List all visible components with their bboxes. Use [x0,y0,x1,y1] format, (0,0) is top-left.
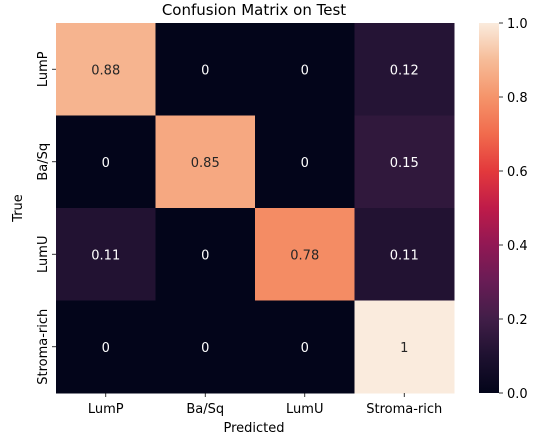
y-axis-ticks: LumP Ba/Sq LumU Stroma-rich [36,51,56,385]
x-tick-label: Stroma-rich [366,402,442,417]
heatmap-cell-value: 0 [201,248,209,263]
y-tick-label: LumU [36,236,51,273]
heatmap-cell-value: 0.11 [390,248,419,263]
x-axis-ticks: LumP Ba/Sq LumU Stroma-rich [88,393,442,417]
colorbar [479,23,499,393]
heatmap-cell [354,208,455,301]
colorbar-tick-label: 0.4 [507,239,528,254]
heatmap-cell-value: 0 [102,341,110,356]
heatmap-cell [155,23,256,116]
x-tick-label: LumP [88,402,124,417]
y-tick-label: Stroma-rich [36,309,51,385]
x-tick-label: LumU [286,402,323,417]
heatmap-cell-value: 0.88 [91,63,120,78]
heatmap-cell [255,300,355,394]
colorbar-tick-label: 0.6 [507,165,528,180]
heatmap-cell [56,300,156,394]
chart-title: Confusion Matrix on Test [162,1,346,19]
y-tick-label: LumP [36,51,51,87]
heatmap-cell [56,23,156,116]
heatmap-cell [155,208,256,301]
colorbar-tick-label: 0.8 [507,91,528,106]
colorbar-ticks: 0.0 0.2 0.4 0.6 0.8 1.0 [499,17,528,402]
heatmap-cell-value: 0.15 [390,156,419,171]
heatmap-cell [255,115,355,209]
heatmap-cell [155,300,256,394]
heatmap-cells [56,23,455,394]
heatmap-cell-value: 1 [400,341,408,356]
heatmap-cell [56,208,156,301]
heatmap-cell [354,300,455,394]
colorbar-tick-label: 1.0 [507,17,528,32]
heatmap-cell [354,23,455,116]
heatmap-cell-value: 0.11 [91,248,120,263]
heatmap-cell [255,208,355,301]
x-tick-label: Ba/Sq [186,402,224,417]
heatmap-cell-labels: 0.88 0 0 0.12 0 0.85 0 0.15 0.11 0 0.78 0.11 0 0 0 1 [91,63,418,356]
heatmap-cell-value: 0 [301,156,309,171]
heatmap-cell-value: 0.78 [290,248,319,263]
colorbar-tick-label: 0.2 [507,313,528,328]
heatmap-cell-value: 0.85 [191,156,220,171]
heatmap-cell [155,115,256,209]
heatmap-cell [354,115,455,209]
heatmap-cell-value: 0 [201,341,209,356]
heatmap-cell-value: 0 [301,341,309,356]
heatmap-cell-value: 0 [102,156,110,171]
x-axis-label: Predicted [223,421,284,436]
heatmap-cell-value: 0 [201,63,209,78]
colorbar-tick-label: 0.0 [507,387,528,402]
heatmap-cell-value: 0.12 [390,63,419,78]
heatmap-cell [255,23,355,116]
y-tick-label: Ba/Sq [36,143,51,181]
heatmap-cell-value: 0 [301,63,309,78]
y-axis-label: True [11,194,26,223]
heatmap-cell [56,115,156,209]
